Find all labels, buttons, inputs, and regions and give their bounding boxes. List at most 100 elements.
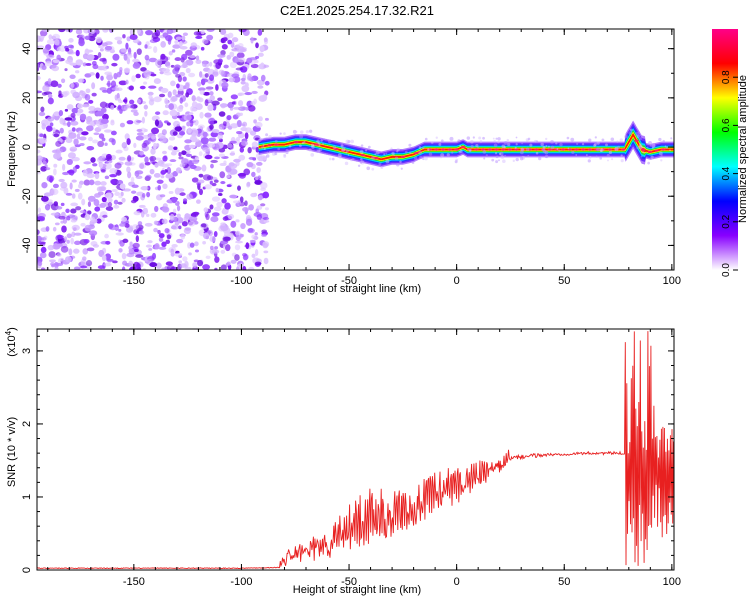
- noise-blob: [174, 221, 180, 226]
- ridge-speck: [594, 136, 597, 139]
- noise-blob: [237, 100, 244, 107]
- noise-blob: [244, 200, 248, 207]
- ridge-speck: [396, 150, 399, 153]
- ridge-speck: [309, 129, 313, 133]
- noise-blob: [256, 167, 261, 173]
- ridge-speck: [519, 150, 524, 155]
- noise-blob: [222, 236, 231, 242]
- noise-blob: [79, 90, 84, 94]
- ridge-speck: [515, 143, 518, 146]
- noise-blob: [262, 242, 269, 249]
- noise-blob: [129, 99, 135, 105]
- noise-blob: [80, 222, 86, 227]
- noise-blob: [202, 38, 209, 44]
- noise-blob: [136, 132, 144, 136]
- noise-blob: [227, 39, 233, 45]
- noise-blob: [59, 117, 64, 125]
- noise-blob: [223, 64, 229, 69]
- noise-blob: [232, 106, 242, 110]
- noise-blob: [110, 104, 115, 110]
- ridge-speck: [470, 139, 474, 144]
- ridge-speck: [318, 144, 321, 147]
- ridge-peak: [661, 148, 666, 151]
- noise-blob: [44, 204, 51, 211]
- ridge-speck: [588, 156, 592, 159]
- noise-blob: [64, 117, 73, 121]
- ridge-speck: [651, 146, 654, 149]
- noise-blob: [254, 261, 262, 266]
- noise-blob: [261, 229, 268, 233]
- noise-blob: [59, 127, 64, 134]
- y-tick-label: -40: [21, 237, 33, 253]
- x-tick-label: -100: [230, 576, 252, 588]
- noise-blob: [101, 89, 108, 93]
- ridge-speck: [292, 129, 297, 134]
- noise-blob: [93, 132, 100, 136]
- noise-blob: [108, 29, 114, 34]
- noise-blob: [220, 103, 226, 109]
- noise-blob: [64, 68, 68, 72]
- noise-blob: [58, 29, 66, 33]
- noise-blob: [54, 222, 60, 226]
- noise-blob: [129, 104, 135, 109]
- noise-blob: [98, 133, 105, 139]
- noise-blob: [172, 131, 178, 136]
- noise-blob: [172, 170, 178, 177]
- noise-blob: [97, 124, 107, 130]
- noise-blob: [227, 213, 235, 220]
- noise-blob: [237, 172, 247, 177]
- noise-blob: [82, 62, 87, 67]
- ridge-speck: [360, 158, 363, 161]
- ridge-peak: [494, 148, 499, 151]
- noise-blob: [86, 125, 94, 132]
- ridge-speck: [265, 133, 269, 137]
- noise-blob: [94, 180, 102, 186]
- noise-blob: [75, 206, 82, 211]
- noise-blob: [66, 216, 71, 221]
- noise-blob: [193, 31, 201, 36]
- noise-blob: [184, 139, 192, 144]
- ridge-speck: [575, 154, 578, 156]
- noise-blob: [160, 53, 166, 60]
- x-tick-label: 0: [454, 576, 460, 588]
- noise-blob: [178, 260, 183, 264]
- noise-blob: [145, 174, 152, 180]
- noise-blob: [222, 37, 228, 42]
- ridge-speck: [540, 142, 544, 147]
- noise-blob: [41, 64, 47, 71]
- noise-blob: [71, 224, 80, 231]
- ridge-speck: [404, 150, 408, 154]
- heatmap-y-ticks: -40 -20 0 20 40: [21, 43, 674, 271]
- ridge-speck: [542, 145, 546, 149]
- noise-blob: [127, 171, 132, 179]
- noise-blob: [186, 193, 193, 200]
- noise-blob: [139, 163, 145, 170]
- noise-blob: [93, 199, 100, 207]
- noise-blob: [100, 75, 104, 81]
- ridge-speck: [495, 155, 498, 158]
- ridge-speck: [311, 145, 315, 149]
- noise-blob: [84, 224, 92, 232]
- snr-panel: -150 -100 -50 0 50 100 0 1 2 3 Height of straigh…: [4, 327, 681, 596]
- noise-blob: [162, 206, 170, 213]
- noise-blob: [234, 57, 241, 63]
- noise-blob: [264, 207, 269, 211]
- ridge-speck: [504, 154, 507, 158]
- noise-blob: [160, 169, 167, 175]
- noise-blob: [165, 239, 171, 245]
- noise-blob: [198, 151, 203, 157]
- noise-blob: [89, 72, 95, 76]
- ridge-peak: [474, 148, 479, 151]
- noise-blob: [101, 254, 107, 262]
- ridge-speck: [502, 159, 506, 164]
- ridge-speck: [559, 142, 563, 147]
- ridge-speck: [662, 139, 665, 143]
- ridge-speck: [550, 145, 555, 150]
- ridge-speck: [288, 144, 292, 148]
- noise-blob: [250, 36, 254, 44]
- noise-blob: [122, 188, 131, 192]
- noise-blob: [114, 94, 118, 101]
- noise-blob: [100, 169, 106, 173]
- noise-blob: [87, 210, 92, 215]
- noise-blob: [211, 196, 221, 202]
